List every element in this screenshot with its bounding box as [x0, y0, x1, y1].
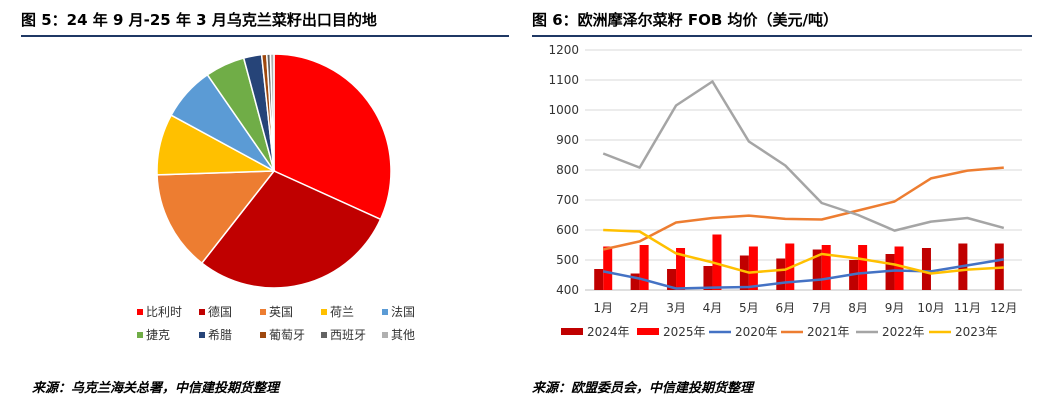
pie-legend-label-9: 其他 [391, 328, 415, 342]
x-tick-label-4: 5月 [739, 301, 759, 315]
x-tick-label-9: 10月 [917, 301, 944, 315]
combo-legend-label-2023年: 2023年 [955, 325, 998, 339]
pie-legend-label-7: 葡萄牙 [269, 328, 305, 342]
pie-slice-0 [273, 53, 392, 221]
x-tick-label-2: 3月 [666, 301, 686, 315]
combo-legend-label-2020年: 2020年 [735, 325, 778, 339]
right-source-note: 来源：欧盟委员会，中信建投期货整理 [532, 381, 754, 396]
pie-slice-9 [269, 53, 275, 172]
x-tick-label-1: 2月 [630, 301, 650, 315]
bar-2025年-9月 [894, 246, 904, 290]
pie-legend-swatch-2 [260, 309, 266, 315]
left-source-note: 来源：乌克兰海关总署，中信建投期货整理 [32, 381, 280, 396]
pie-legend-label-3: 荷兰 [330, 305, 354, 319]
combo-legend-label-2024年: 2024年 [587, 325, 630, 339]
price-combo-chart: 400 500 600 700 800 900 1000 1100 1200 1月 2月 3月 4月 5月… [548, 43, 1022, 339]
combo-legend-swatch-2025年 [637, 328, 659, 335]
bar-2024年-5月 [739, 255, 749, 290]
bar-2024年-7月 [812, 249, 822, 290]
y-tick-label-5: 900 [556, 133, 579, 147]
y-tick-label-2: 600 [556, 223, 579, 237]
line-2021年 [602, 166, 1004, 251]
y-tick-label-7: 1100 [548, 73, 579, 87]
pie-legend-swatch-3 [321, 309, 327, 315]
y-tick-label-3: 700 [556, 193, 579, 207]
pie-slice-2 [156, 170, 276, 265]
combo-legend-label-2022年: 2022年 [882, 325, 925, 339]
pie-legend-label-0: 比利时 [146, 305, 182, 319]
y-tick-label-4: 800 [556, 163, 579, 177]
bar-2025年-7月 [821, 245, 831, 290]
bar-2025年-4月 [712, 234, 722, 290]
pie-legend-label-5: 捷克 [146, 328, 170, 342]
y-tick-label-1: 500 [556, 253, 579, 267]
pie-legend-label-6: 希腊 [208, 327, 232, 342]
bar-2025年-1月 [603, 246, 613, 290]
pie-legend-swatch-7 [260, 332, 266, 338]
bar-2024年-4月 [703, 266, 713, 290]
bar-2024年-1月 [594, 269, 604, 290]
bar-2024年-2月 [630, 273, 640, 290]
pie-legend-swatch-6 [199, 332, 205, 338]
x-tick-label-0: 1月 [593, 301, 613, 315]
bar-2024年-10月 [921, 248, 931, 290]
pie-legend-swatch-4 [382, 309, 388, 315]
x-tick-label-6: 7月 [812, 301, 832, 315]
y-tick-label-6: 1000 [548, 103, 579, 117]
combo-legend-label-2025年: 2025年 [663, 325, 706, 339]
bar-2025年-2月 [639, 245, 649, 290]
bar-2025年-5月 [748, 246, 758, 290]
left-chart-title: 图 5：24 年 9 月-25 年 3 月乌克兰菜籽出口目的地 [21, 11, 377, 29]
combo-legend-swatch-2024年 [561, 328, 583, 335]
x-tick-label-11: 12月 [990, 301, 1017, 315]
pie-legend-swatch-0 [137, 309, 143, 315]
right-title-rule [532, 35, 1032, 37]
bar-2025年-8月 [858, 245, 868, 290]
x-tick-label-7: 8月 [848, 301, 868, 315]
x-tick-label-3: 4月 [703, 301, 723, 315]
pie-legend-label-1: 德国 [208, 304, 232, 319]
combo-legend-label-2021年: 2021年 [807, 325, 850, 339]
x-tick-label-10: 11月 [954, 301, 981, 315]
bar-2025年-3月 [676, 248, 686, 290]
left-title-rule [21, 35, 509, 37]
pie-slice-1 [200, 170, 382, 289]
pie-legend-swatch-5 [137, 332, 143, 338]
right-chart-title: 图 6：欧洲摩泽尔菜籽 FOB 均价（美元/吨） [532, 11, 839, 29]
line-2023年 [603, 228, 1004, 275]
pie-legend-swatch-9 [382, 332, 388, 338]
y-tick-label-0: 400 [556, 283, 579, 297]
pie-legend-swatch-8 [321, 332, 327, 338]
pie-legend-label-4: 法国 [391, 305, 415, 319]
y-tick-label-8: 1200 [548, 43, 579, 57]
pie-legend-swatch-1 [199, 309, 205, 315]
bar-2024年-3月 [667, 269, 677, 290]
line-2022年 [602, 80, 1005, 232]
x-tick-label-8: 9月 [885, 301, 905, 315]
x-tick-label-5: 6月 [775, 301, 795, 315]
pie-legend-label-8: 西班牙 [330, 328, 366, 342]
pie-legend-label-2: 英国 [269, 305, 293, 319]
bar-2024年-6月 [776, 258, 786, 290]
line-2020年 [602, 258, 1004, 290]
